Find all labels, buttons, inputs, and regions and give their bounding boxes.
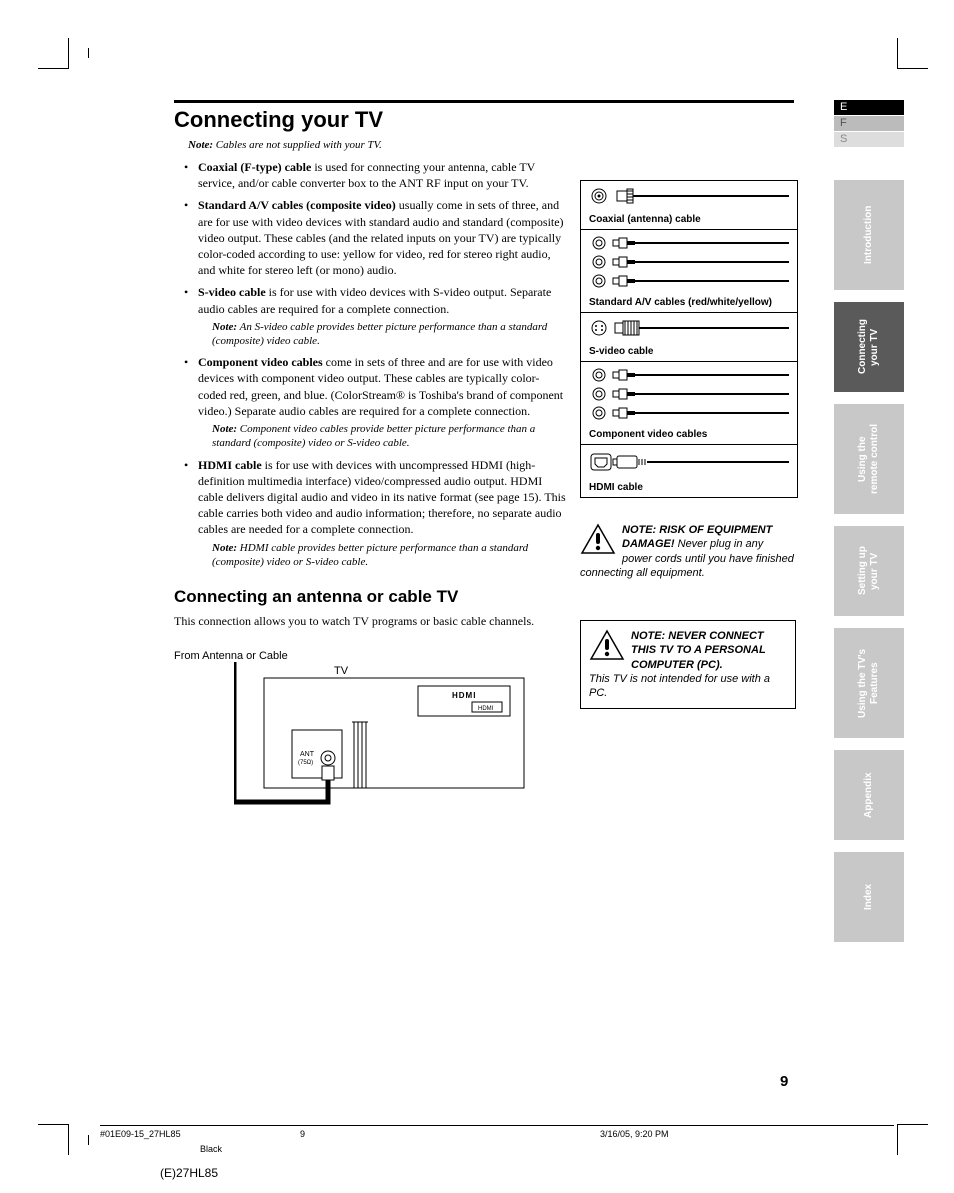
warning-no-pc: NOTE: NEVER CONNECT THIS TV TO A PERSONA…	[580, 620, 796, 709]
lang-tab-e: E	[834, 100, 904, 115]
cable-descriptions: Coaxial (F-type) cable is used for conne…	[174, 159, 568, 569]
footer-doc-id: #01E09-15_27HL85	[100, 1129, 300, 1139]
cable-bullet: HDMI cable is for use with devices with …	[188, 457, 568, 570]
crop-mark	[897, 1124, 928, 1155]
crop-mark	[78, 48, 89, 58]
page-number: 9	[780, 1073, 788, 1090]
svg-text:ANT: ANT	[300, 751, 315, 758]
lang-tab-s: S	[834, 132, 904, 147]
lang-tab-f: F	[834, 116, 904, 131]
language-tabs: E F S	[834, 100, 904, 148]
note-text: An S-video cable provides better picture…	[212, 321, 547, 347]
side-tab: Using the remote control	[834, 404, 904, 514]
crop-mark	[897, 38, 928, 69]
footer-model: (E)27HL85	[160, 1166, 218, 1180]
bullet-bold: S-video cable	[198, 285, 266, 299]
bullet-note: Note: Component video cables provide bet…	[212, 422, 568, 451]
footer-color: Black	[200, 1144, 222, 1154]
cable-legend-row: Coaxial (antenna) cable	[581, 181, 797, 230]
tv-label: TV	[334, 665, 349, 677]
footer-page: 9	[300, 1129, 600, 1139]
cable-bullet: Standard A/V cables (composite video) us…	[188, 197, 568, 278]
bullet-bold: Component video cables	[198, 355, 323, 369]
intro-note: Note: Cables are not supplied with your …	[188, 139, 794, 151]
cable-legend-label: S-video cable	[589, 346, 789, 357]
note-label: Note:	[212, 423, 237, 435]
section-body: This connection allows you to watch TV p…	[174, 613, 554, 630]
svg-text:(75Ω): (75Ω)	[298, 760, 313, 766]
cable-legend-row: Standard A/V cables (red/white/yellow)	[581, 230, 797, 313]
bullet-note: Note: An S-video cable provides better p…	[212, 320, 568, 349]
cable-bullet: Coaxial (F-type) cable is used for conne…	[188, 159, 568, 191]
footer-line: #01E09-15_27HL85 9 3/16/05, 9:20 PM	[100, 1125, 894, 1139]
note-label: Note:	[188, 139, 213, 151]
side-navigation: Introduction Connecting your TV Using the …	[834, 180, 904, 954]
warning-equipment-damage: NOTE: RISK OF EQUIPMENT DAMAGE! Never pl…	[580, 523, 796, 580]
side-tab: Introduction	[834, 180, 904, 290]
cable-legend-row: Component video cables	[581, 362, 797, 445]
cable-bullet: Component video cables come in sets of t…	[188, 354, 568, 450]
cable-legend-row: S-video cable	[581, 313, 797, 362]
cable-bullet: S-video cable is for use with video devi…	[188, 284, 568, 348]
note-text: Component video cables provide better pi…	[212, 423, 535, 449]
warning-icon	[580, 523, 616, 555]
warning-heading: NOTE: NEVER CONNECT THIS TV TO A PERSONA…	[631, 630, 765, 671]
svg-text:HDMI: HDMI	[452, 691, 476, 700]
bullet-bold: HDMI cable	[198, 458, 262, 472]
cable-legend-label: HDMI cable	[589, 482, 789, 493]
side-tab: Setting up your TV	[834, 526, 904, 616]
crop-mark	[38, 1124, 69, 1155]
bullet-note: Note: HDMI cable provides better picture…	[212, 541, 568, 570]
bullet-bold: Standard A/V cables (composite video)	[198, 198, 396, 212]
note-label: Note:	[212, 321, 237, 333]
cable-legend-label: Component video cables	[589, 429, 789, 440]
note-text: HDMI cable provides better picture perfo…	[212, 542, 528, 568]
side-tab: Using the TV's Features	[834, 628, 904, 738]
side-tab: Index	[834, 852, 904, 942]
bullet-bold: Coaxial (F-type) cable	[198, 160, 311, 174]
cable-legend: Coaxial (antenna) cable Standard A/V cabl…	[580, 180, 798, 498]
warning-icon	[589, 629, 625, 661]
cable-legend-label: Standard A/V cables (red/white/yellow)	[589, 297, 789, 308]
note-text: Cables are not supplied with your TV.	[216, 139, 382, 151]
section-title: Connecting an antenna or cable TV	[174, 587, 794, 607]
antenna-diagram: TV HDMI HDMI ANT (75Ω)	[234, 662, 534, 812]
cable-legend-label: Coaxial (antenna) cable	[589, 214, 789, 225]
page-title: Connecting your TV	[174, 100, 794, 133]
crop-mark	[38, 38, 69, 69]
crop-mark	[78, 1135, 89, 1145]
svg-text:HDMI: HDMI	[478, 706, 494, 712]
warning-body: This TV is not intended for use with a P…	[589, 673, 770, 699]
note-label: Note:	[212, 542, 237, 554]
cable-legend-row: HDMI cable	[581, 445, 797, 497]
side-tab: Appendix	[834, 750, 904, 840]
footer-timestamp: 3/16/05, 9:20 PM	[600, 1129, 894, 1139]
side-tab: Connecting your TV	[834, 302, 904, 392]
